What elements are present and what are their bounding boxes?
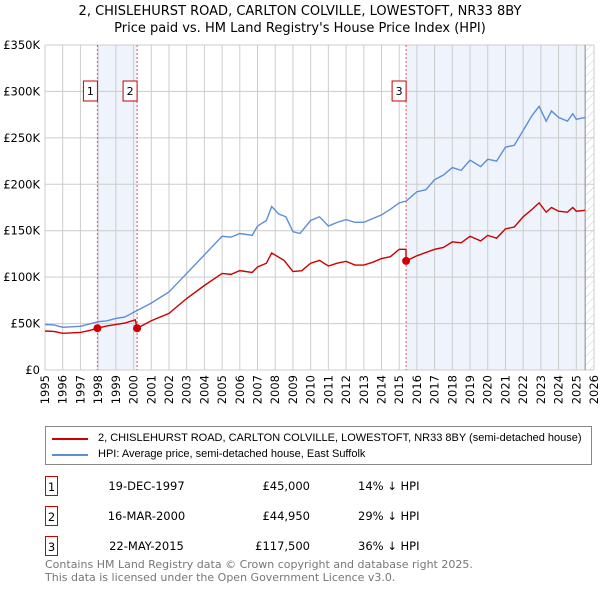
x-tick-label: 2015 — [392, 375, 406, 404]
x-tick-label: 1997 — [73, 375, 87, 404]
transaction-number: 2 — [45, 506, 58, 526]
x-tick-label: 2017 — [428, 375, 442, 404]
future-hatch — [585, 45, 594, 370]
x-tick-label: 1998 — [91, 375, 105, 404]
x-tick-label: 2018 — [445, 375, 459, 404]
subtitle-line: Price paid vs. HM Land Registry's House … — [114, 21, 486, 36]
x-tick-label: 2022 — [516, 375, 530, 404]
x-tick-label: 1995 — [38, 375, 52, 404]
x-tick-label: 2025 — [569, 375, 583, 404]
transaction-delta: 36% ↓ HPI — [358, 539, 420, 553]
x-tick-label: 2003 — [180, 375, 194, 404]
x-tick-label: 2024 — [552, 375, 566, 404]
x-tick-label: 2016 — [410, 375, 424, 404]
x-tick-label: 2009 — [286, 375, 300, 404]
footer-copyright: Contains HM Land Registry data © Crown c… — [45, 558, 473, 571]
x-tick-label: 2001 — [144, 375, 158, 404]
price-chart: £0 £50K £100K £150K £200K £250K £300K £350K 1995… — [3, 38, 600, 404]
x-tick-label: 2005 — [215, 375, 229, 404]
x-tick-label: 2012 — [339, 375, 353, 404]
x-tick-label: 2010 — [304, 375, 318, 404]
x-tick-label: 2026 — [587, 375, 600, 404]
legend-swatch — [52, 453, 88, 456]
x-tick-label: 2006 — [233, 375, 247, 404]
sale-label: 2 — [127, 85, 134, 98]
x-tick-label: 2014 — [374, 375, 388, 404]
x-tick-label: 2020 — [481, 375, 495, 404]
y-tick-label: £100K — [3, 270, 40, 284]
legend-label: HPI: Average price, semi-detached house,… — [98, 448, 366, 460]
sale-label-box — [391, 80, 407, 102]
x-tick-label: 2023 — [534, 375, 548, 404]
shaded-range — [406, 45, 586, 370]
sale-marker — [133, 324, 142, 333]
series-line — [44, 104, 586, 328]
footer-licence: This data is licensed under the Open Gov… — [45, 571, 396, 584]
x-tick-label: 2002 — [162, 375, 176, 404]
sale-label-box — [82, 80, 98, 102]
transaction-price: £117,500 — [255, 539, 310, 553]
transaction-date: 22-MAY-2015 — [109, 539, 184, 553]
transaction-price: £44,950 — [262, 509, 310, 523]
footer: Contains HM Land Registry data © Crown c… — [45, 558, 473, 584]
title-line: 2, CHISLEHURST ROAD, CARLTON COLVILLE, L… — [78, 4, 522, 19]
legend-label: 2, CHISLEHURST ROAD, CARLTON COLVILLE, L… — [98, 432, 582, 444]
transaction-date: 16-MAR-2000 — [107, 509, 186, 523]
transaction-number: 3 — [45, 536, 58, 556]
y-tick-label: £200K — [3, 177, 40, 191]
chart-title: 2, CHISLEHURST ROAD, CARLTON COLVILLE, L… — [0, 3, 600, 37]
x-tick-label: 2011 — [321, 375, 335, 404]
series-line — [44, 201, 586, 335]
legend-item-property: 2, CHISLEHURST ROAD, CARLTON COLVILLE, L… — [52, 432, 582, 445]
legend-item-hpi: HPI: Average price, semi-detached house,… — [52, 448, 365, 461]
y-tick-label: £0 — [25, 363, 40, 377]
y-tick-label: £250K — [3, 131, 40, 145]
x-tick-label: 2007 — [251, 375, 265, 404]
y-tick-label: £300K — [3, 84, 40, 98]
transaction-date: 19-DEC-1997 — [108, 479, 185, 493]
sale-marker — [93, 324, 102, 333]
x-tick-label: 2004 — [197, 375, 211, 404]
y-tick-label: £50K — [11, 317, 41, 331]
x-tick-label: 1996 — [56, 375, 70, 404]
sale-label-box — [122, 80, 138, 102]
transaction-price: £45,000 — [262, 479, 310, 493]
sale-marker — [402, 256, 411, 265]
x-tick-label: 2013 — [357, 375, 371, 404]
x-tick-label: 2008 — [268, 375, 282, 404]
transaction-delta: 29% ↓ HPI — [358, 509, 420, 523]
x-tick-label: 1999 — [109, 375, 123, 404]
y-tick-label: £350K — [3, 38, 40, 52]
y-tick-label: £150K — [3, 224, 40, 238]
x-tick-label: 2021 — [498, 375, 512, 404]
sale-label: 3 — [396, 85, 403, 98]
x-tick-label: 2000 — [127, 375, 141, 404]
transaction-number: 1 — [45, 476, 58, 496]
legend-swatch — [52, 437, 88, 440]
legend: 2, CHISLEHURST ROAD, CARLTON COLVILLE, L… — [45, 426, 592, 465]
x-tick-label: 2019 — [463, 375, 477, 404]
transaction-delta: 14% ↓ HPI — [358, 479, 420, 493]
sale-label: 1 — [87, 85, 94, 98]
